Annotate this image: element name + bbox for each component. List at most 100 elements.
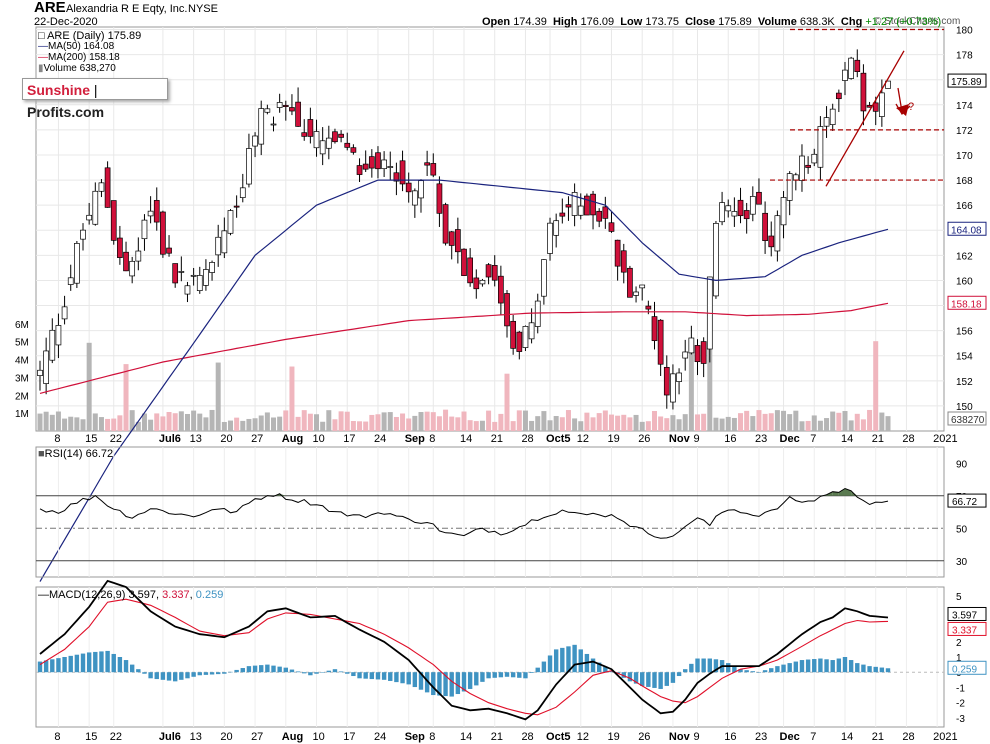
volume-bar	[357, 421, 363, 431]
candle-body	[55, 325, 62, 346]
candle-body	[651, 316, 658, 342]
candle-body	[553, 220, 560, 236]
price-tick-label: 178	[956, 51, 973, 62]
macd-histogram-bar	[252, 665, 258, 673]
volume-bar	[344, 411, 350, 431]
volume-bar	[713, 417, 719, 431]
logo-part1: Sunshine	[27, 82, 91, 98]
candle-body	[700, 341, 707, 364]
volume-bar	[719, 418, 725, 431]
volume-bar	[676, 419, 682, 431]
macd-histogram-bar	[99, 651, 104, 673]
x-tick-label-bottom: 19	[607, 731, 619, 743]
volume-bar	[651, 411, 657, 431]
candle-body	[522, 326, 529, 348]
macd-histogram-bar	[142, 672, 147, 674]
watermark: © StockCharts.com	[874, 16, 961, 27]
price-tick-label: 150	[956, 402, 973, 413]
macd-histogram-bar	[277, 666, 282, 673]
candle-body	[442, 204, 449, 244]
macd-histogram-bar	[449, 672, 454, 697]
macd-histogram-bar	[443, 672, 448, 697]
macd-histogram-bar	[461, 672, 467, 692]
volume-bar	[375, 414, 381, 431]
candle-body	[43, 350, 49, 384]
x-tick-label-bottom: 16	[724, 731, 736, 743]
candle-body	[657, 319, 664, 365]
candle-body	[196, 275, 203, 291]
x-tick-label: Dec	[780, 433, 800, 445]
macd-histogram-bar	[455, 672, 461, 695]
candle-body	[104, 167, 111, 208]
candle-body	[860, 72, 867, 112]
volume-bar	[363, 421, 369, 431]
price-tick-label: 174	[956, 101, 973, 112]
volume-bar	[369, 414, 375, 431]
candle-body	[92, 190, 99, 225]
x-tick-label-bottom: 13	[190, 731, 202, 743]
candle-body	[663, 366, 670, 396]
macd-histogram-bar	[707, 658, 712, 673]
x-tick-label-bottom: 15	[85, 731, 97, 743]
candle-body	[848, 57, 854, 79]
macd-histogram-bar	[578, 649, 583, 673]
macd-histogram-bar	[93, 651, 98, 673]
macd-histogram-bar	[523, 672, 528, 679]
candle-body	[467, 257, 473, 284]
candle-body	[762, 212, 768, 241]
candle-body	[344, 142, 351, 148]
candle-body	[393, 172, 400, 182]
volume-bar	[510, 421, 516, 431]
macd-histogram-bar	[412, 672, 418, 688]
volume-bar	[43, 411, 49, 431]
volume-bar	[658, 416, 664, 431]
high-label: High	[552, 16, 578, 28]
chg-label: Chg	[840, 16, 863, 28]
volume-bar	[535, 416, 541, 431]
candle-body	[74, 243, 80, 284]
candle-body	[184, 285, 191, 295]
volume-bar	[621, 414, 627, 431]
macd-histogram-bar	[117, 657, 123, 673]
price-frame	[35, 26, 945, 432]
candle-body	[67, 277, 74, 285]
x-tick-label-bottom: 14	[460, 731, 472, 743]
candle-body	[239, 187, 246, 198]
volume-bar	[203, 417, 209, 431]
volume-bar	[504, 373, 510, 431]
volume-bar	[295, 416, 301, 431]
macd-histogram-bar	[769, 668, 774, 673]
close-value: 175.89	[718, 16, 752, 28]
candle-body	[332, 131, 338, 143]
macd-tick-label: -2	[956, 699, 965, 710]
macd-histogram-bar	[123, 660, 129, 673]
legend-ma200: —MA(200) 158.18	[38, 52, 120, 63]
volume-bar	[541, 411, 547, 431]
volume-bar	[774, 410, 780, 431]
volume-bar	[62, 418, 68, 431]
last-ma50-badge-box	[947, 221, 987, 236]
macd-histogram-bar	[50, 659, 55, 673]
x-tick-label-bottom: Jul6	[159, 731, 181, 743]
volume-bar	[670, 415, 676, 431]
candle-body	[338, 133, 344, 138]
macd-histogram-bar	[259, 665, 264, 673]
candle-body	[123, 251, 129, 272]
macd-histogram-bar	[265, 664, 270, 673]
rsi-overbought-fill	[838, 488, 845, 496]
macd-histogram-bar	[652, 672, 657, 688]
macd-histogram-bar	[357, 672, 362, 679]
candle-body	[325, 137, 332, 149]
rsi-overbought-fill	[851, 490, 858, 496]
x-tick-label-bottom: 9	[694, 731, 700, 743]
volume-bar	[596, 413, 602, 431]
macd-histogram-bar	[805, 659, 811, 673]
candle-body	[731, 211, 738, 217]
volume-bar	[664, 418, 670, 431]
volume-bar	[744, 410, 750, 431]
volume-bar	[572, 418, 578, 431]
volume-bar	[449, 416, 455, 431]
macd-histogram-bar	[338, 671, 344, 673]
candle-body	[805, 164, 811, 168]
